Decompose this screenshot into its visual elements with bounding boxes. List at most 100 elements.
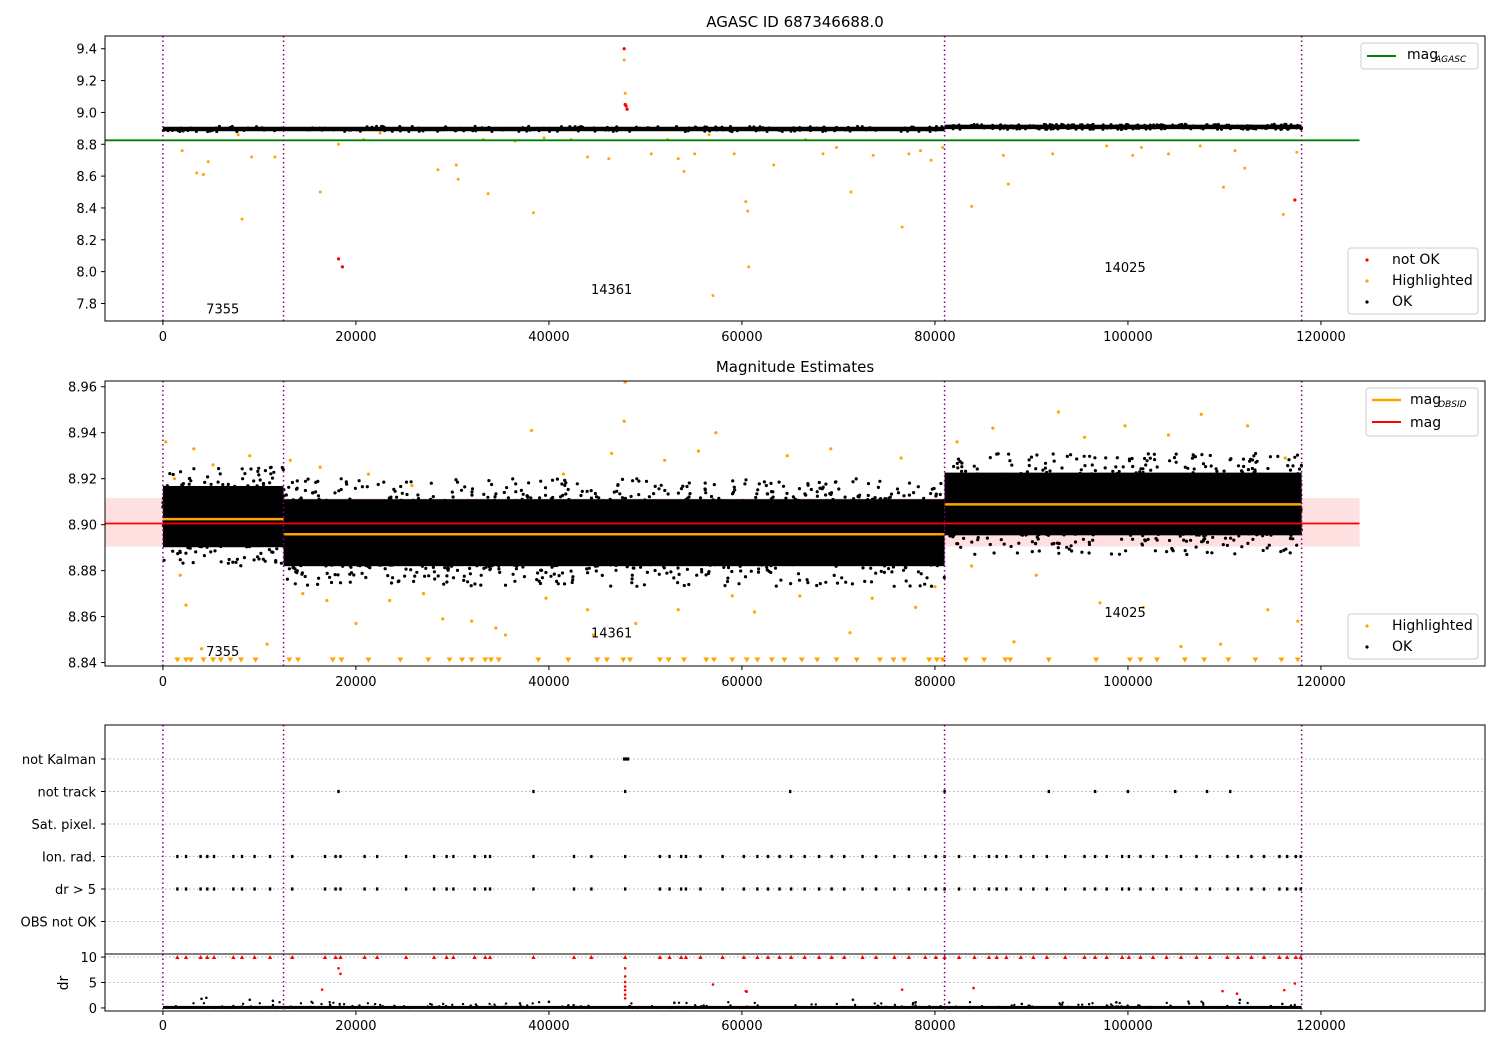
ok-point <box>257 507 261 511</box>
ok-point <box>241 515 245 519</box>
ok-point <box>474 535 479 539</box>
ok-point <box>723 528 727 533</box>
ok-point <box>733 127 737 131</box>
ok-point <box>707 525 711 529</box>
ok-point <box>451 128 455 132</box>
ok-point <box>804 560 809 565</box>
ok-point <box>234 493 238 497</box>
ok-point <box>196 539 200 543</box>
ok-point <box>427 574 431 578</box>
ok-point <box>375 516 379 521</box>
ok-point <box>840 516 844 520</box>
ok-point <box>752 548 757 552</box>
ok-point <box>1261 548 1265 553</box>
ok-point <box>982 126 986 130</box>
ok-point <box>168 472 172 476</box>
ok-point <box>1236 124 1240 128</box>
ok-point <box>803 516 807 520</box>
ok-point <box>736 530 741 534</box>
ok-point <box>832 551 837 555</box>
ok-point <box>286 536 290 540</box>
ok-point <box>1178 491 1182 495</box>
ok-point <box>579 515 584 519</box>
ok-point <box>807 538 811 542</box>
ok-point <box>526 494 530 499</box>
ok-point <box>539 479 543 483</box>
ok-point <box>765 554 769 558</box>
ok-point <box>761 128 765 132</box>
ok-point <box>893 127 897 131</box>
ok-point <box>271 550 275 554</box>
ok-point <box>352 513 356 517</box>
ok-point <box>914 503 918 507</box>
ok-point <box>665 553 669 558</box>
ok-point <box>973 552 977 556</box>
ok-point <box>761 539 765 544</box>
ok-point <box>593 491 598 496</box>
ok-point <box>691 548 695 552</box>
ok-point <box>922 548 926 552</box>
ok-point <box>581 556 586 560</box>
ok-point <box>1010 487 1014 491</box>
ok-point <box>1111 483 1115 487</box>
ok-point <box>992 516 996 520</box>
ok-point <box>796 512 800 516</box>
ok-point <box>709 558 713 562</box>
ok-point <box>505 537 509 541</box>
ok-point <box>1030 500 1035 504</box>
ok-point <box>582 525 586 529</box>
ok-point <box>594 569 598 573</box>
ok-point <box>237 532 241 536</box>
ok-point <box>823 543 827 548</box>
ok-point <box>673 556 677 560</box>
ok-point <box>488 527 492 531</box>
ok-point <box>841 537 845 541</box>
ok-point <box>624 559 629 563</box>
ok-point <box>575 556 579 560</box>
ok-point <box>561 516 565 520</box>
ok-point <box>605 125 609 129</box>
ok-point <box>184 507 188 512</box>
ok-point <box>1025 470 1029 474</box>
ok-point <box>1014 482 1018 486</box>
ok-point <box>178 130 182 134</box>
ok-point <box>975 518 979 522</box>
ok-point <box>207 524 211 528</box>
ok-point <box>769 490 774 494</box>
ok-point <box>855 535 859 539</box>
ok-point <box>1060 486 1064 490</box>
ok-point <box>785 491 789 495</box>
ok-point <box>793 129 797 133</box>
ok-point <box>1251 510 1255 514</box>
ok-point <box>887 496 891 500</box>
ok-point <box>511 572 515 576</box>
ok-point <box>568 543 572 547</box>
ok-point <box>553 536 558 540</box>
ok-point <box>596 505 601 509</box>
ok-point <box>416 547 420 551</box>
ok-point <box>866 493 870 498</box>
ok-point <box>227 557 231 562</box>
ok-point <box>378 517 382 521</box>
ok-point <box>772 552 776 556</box>
ok-point <box>542 126 546 130</box>
ok-point <box>502 538 506 542</box>
ok-point <box>1145 459 1149 463</box>
ok-point <box>677 558 681 562</box>
ok-point <box>545 557 549 561</box>
ok-point <box>218 511 222 515</box>
ok-point <box>1167 477 1171 481</box>
ok-point <box>395 538 399 542</box>
ok-point <box>429 518 433 522</box>
ok-point <box>548 558 552 562</box>
ok-point <box>1034 489 1039 493</box>
ok-point <box>776 542 780 546</box>
ok-point <box>431 524 435 528</box>
ok-point <box>255 484 259 488</box>
ok-point <box>592 507 596 511</box>
ok-point <box>449 514 453 518</box>
ok-point <box>929 501 934 505</box>
ok-point <box>912 509 916 513</box>
ok-point <box>833 559 837 564</box>
ok-point <box>709 505 713 509</box>
